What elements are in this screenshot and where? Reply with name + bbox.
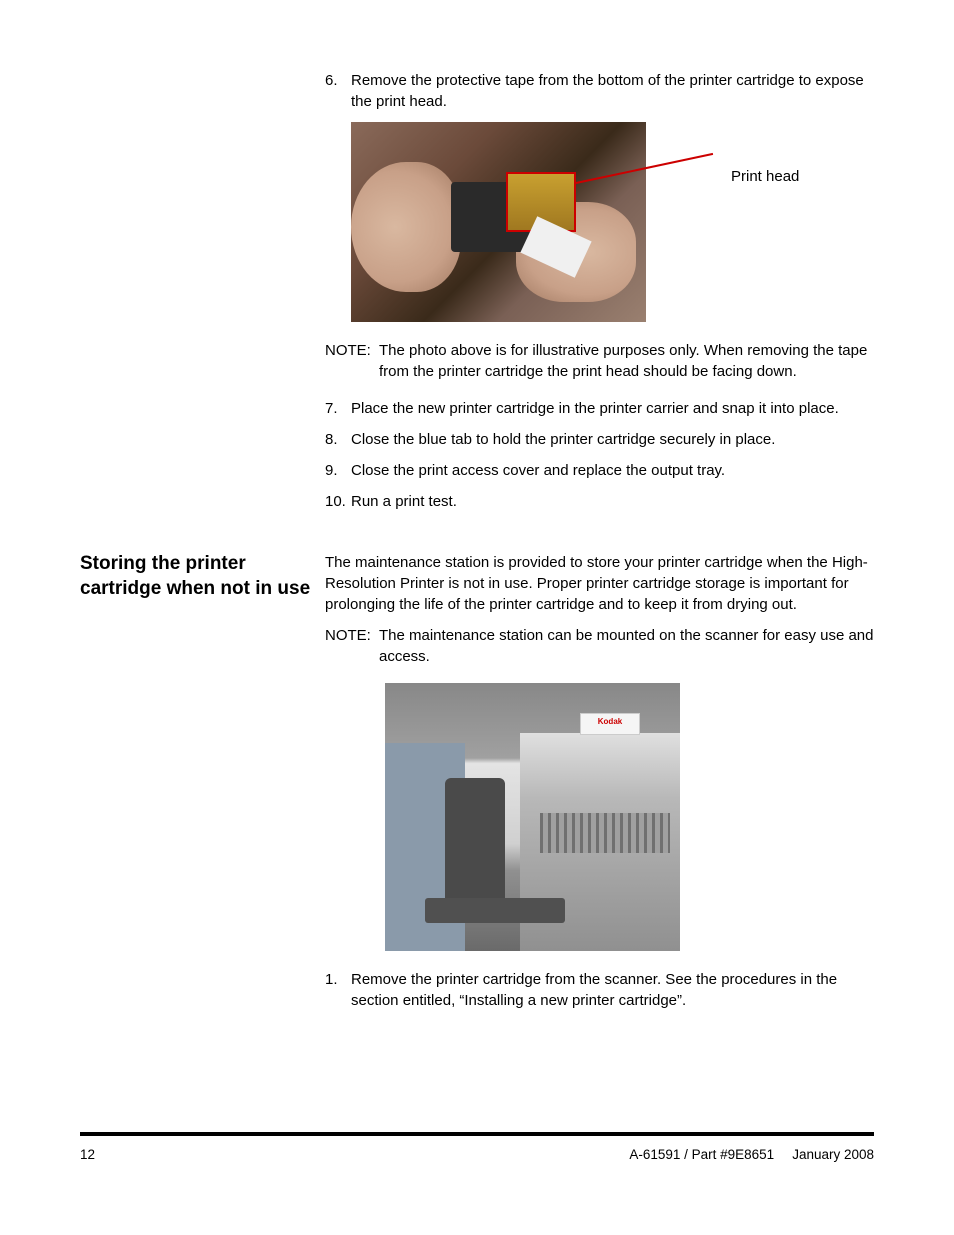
step-item: 6. Remove the protective tape from the b… [325,70,874,112]
section-heading: Storing the printer cartridge when not i… [80,552,315,601]
step-number: 10. [325,491,351,512]
callout-label: Print head [731,166,799,187]
step-text: Run a print test. [351,491,874,512]
footer-rule [80,1132,874,1136]
photo-maintenance-station: Kodak [385,683,680,951]
scanner-badge: Kodak [580,713,640,735]
note-text: The photo above is for illustrative purp… [379,340,874,382]
page-footer: 12 A-61591 / Part #9E8651 January 2008 [80,1132,874,1165]
note-text: The maintenance station can be mounted o… [379,625,874,667]
step-number: 1. [325,969,351,1011]
step-item: 7. Place the new printer cartridge in th… [325,398,874,419]
step-number: 8. [325,429,351,450]
step-item: 10. Run a print test. [325,491,874,512]
step-item: 8. Close the blue tab to hold the printe… [325,429,874,450]
step-item: 1. Remove the printer cartridge from the… [325,969,874,1011]
doc-reference: A-61591 / Part #9E8651 [629,1146,774,1165]
step-text: Close the blue tab to hold the printer c… [351,429,874,450]
doc-date: January 2008 [792,1146,874,1165]
step-text: Remove the protective tape from the bott… [351,70,874,112]
note-block: NOTE: The maintenance station can be mou… [325,625,874,667]
intro-paragraph: The maintenance station is provided to s… [325,552,874,615]
note-prefix: NOTE: [325,625,379,667]
step-number: 7. [325,398,351,419]
figure-maintenance-station: Kodak [385,683,874,951]
step-text: Place the new printer cartridge in the p… [351,398,874,419]
page-number: 12 [80,1146,95,1165]
photo-cartridge-tape [351,122,646,322]
note-block: NOTE: The photo above is for illustrativ… [325,340,874,382]
note-prefix: NOTE: [325,340,379,382]
figure-print-head: Print head [351,122,874,322]
step-text: Remove the printer cartridge from the sc… [351,969,874,1011]
step-text: Close the print access cover and replace… [351,460,874,481]
step-number: 9. [325,460,351,481]
step-number: 6. [325,70,351,112]
step-item: 9. Close the print access cover and repl… [325,460,874,481]
